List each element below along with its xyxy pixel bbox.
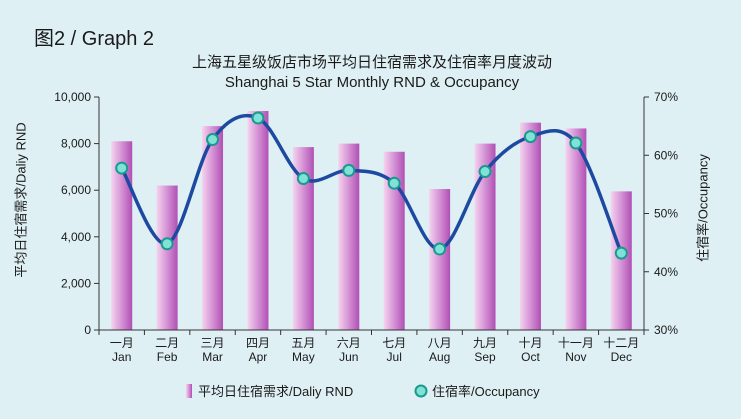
x-tick-label-en: Jul (387, 350, 402, 364)
x-tick-label-en: Jan (112, 350, 131, 364)
legend-label-occupancy: 住宿率/Occupancy (432, 384, 540, 399)
occupancy-point (433, 242, 447, 256)
y-left-tick-label: 2,000 (61, 276, 91, 290)
y-right-tick-label: 40% (654, 265, 678, 279)
x-tick-label-cn: 一月 (110, 336, 134, 350)
legend-swatch-occupancy (414, 384, 428, 398)
legend-swatch-rnd (186, 384, 192, 398)
occupancy-line (120, 113, 623, 254)
y-right-tick-label: 70% (654, 90, 678, 104)
rnd-bar (474, 143, 496, 330)
occupancy-point (387, 176, 401, 190)
y-left-tick-label: 0 (84, 323, 91, 337)
x-tick-label-cn: 十二月 (603, 336, 639, 350)
y-left-tick-label: 4,000 (61, 230, 91, 244)
occupancy-point (478, 165, 492, 179)
x-tick-label-en: Jun (339, 350, 358, 364)
rnd-bar (565, 128, 587, 330)
rnd-bar (247, 110, 269, 330)
y-left-tick-label: 6,000 (61, 183, 91, 197)
x-tick-label-en: May (292, 350, 315, 364)
occupancy-point (342, 163, 356, 177)
x-tick-label-cn: 五月 (291, 336, 315, 350)
x-tick-label-en: Nov (565, 350, 586, 364)
y-right-tick-label: 30% (654, 323, 678, 337)
rnd-bar (202, 126, 224, 330)
rnd-bar (429, 189, 451, 330)
occupancy-point (115, 161, 129, 175)
x-tick-label-en: Mar (202, 350, 223, 364)
x-tick-label-en: Feb (157, 350, 178, 364)
x-tick-label-cn: 九月 (473, 336, 497, 350)
legend: 平均日住宿需求/Daliy RND 住宿率/Occupancy (186, 384, 540, 399)
rnd-bar (610, 191, 632, 330)
occupancy-point (296, 172, 310, 186)
x-tick-label-cn: 七月 (382, 336, 406, 350)
rnd-bar (519, 122, 541, 330)
x-tick-label-cn: 二月 (155, 336, 179, 350)
occupancy-point (206, 133, 220, 147)
y-axis-left-title: 平均日住宿需求/Daliy RND (13, 122, 28, 277)
x-tick-label-cn: 六月 (337, 336, 361, 350)
x-tick-label-cn: 十月 (518, 336, 542, 350)
x-tick-label-en: Dec (611, 350, 632, 364)
tick-labels: 0 2,000 4,000 6,000 8,000 10,000 30% 40% 50% 60% 7… (54, 90, 678, 337)
x-tick-label-cn: 三月 (201, 336, 225, 350)
occupancy-point (569, 136, 583, 150)
x-tick-label-cn: 四月 (246, 336, 270, 350)
occupancy-point (523, 130, 537, 144)
chart-title-cn: 上海五星级饭店市场平均日住宿需求及住宿率月度波动 (192, 54, 552, 71)
rnd-bar (156, 185, 178, 330)
occupancy-point (614, 246, 628, 260)
x-tick-label-cn: 十一月 (558, 336, 594, 350)
legend-label-rnd: 平均日住宿需求/Daliy RND (198, 384, 353, 399)
y-left-tick-label: 8,000 (61, 137, 91, 151)
y-right-tick-label: 60% (654, 148, 678, 162)
y-right-tick-label: 50% (654, 207, 678, 221)
chart-title-en: Shanghai 5 Star Monthly RND & Occupancy (225, 74, 520, 91)
rnd-bar (292, 147, 314, 330)
occupancy-series (115, 111, 628, 260)
x-tick-label-en: Oct (521, 350, 540, 364)
occupancy-point (160, 237, 174, 251)
y-left-tick-label: 10,000 (54, 90, 91, 104)
axes (94, 96, 649, 335)
rnd-bar (338, 143, 360, 330)
x-tick-label-en: Apr (249, 350, 268, 364)
rnd-bar (111, 141, 133, 330)
x-tick-label-en: Aug (429, 350, 450, 364)
x-tick-label-en: Sep (474, 350, 496, 364)
rnd-bar (383, 151, 405, 330)
bar-series (111, 110, 632, 330)
occupancy-point (251, 111, 265, 125)
graph-label: 图2 / Graph 2 (34, 28, 155, 50)
y-axis-right-title: 住宿率/Occupancy (695, 154, 710, 262)
x-tick-label-cn: 八月 (428, 336, 452, 350)
